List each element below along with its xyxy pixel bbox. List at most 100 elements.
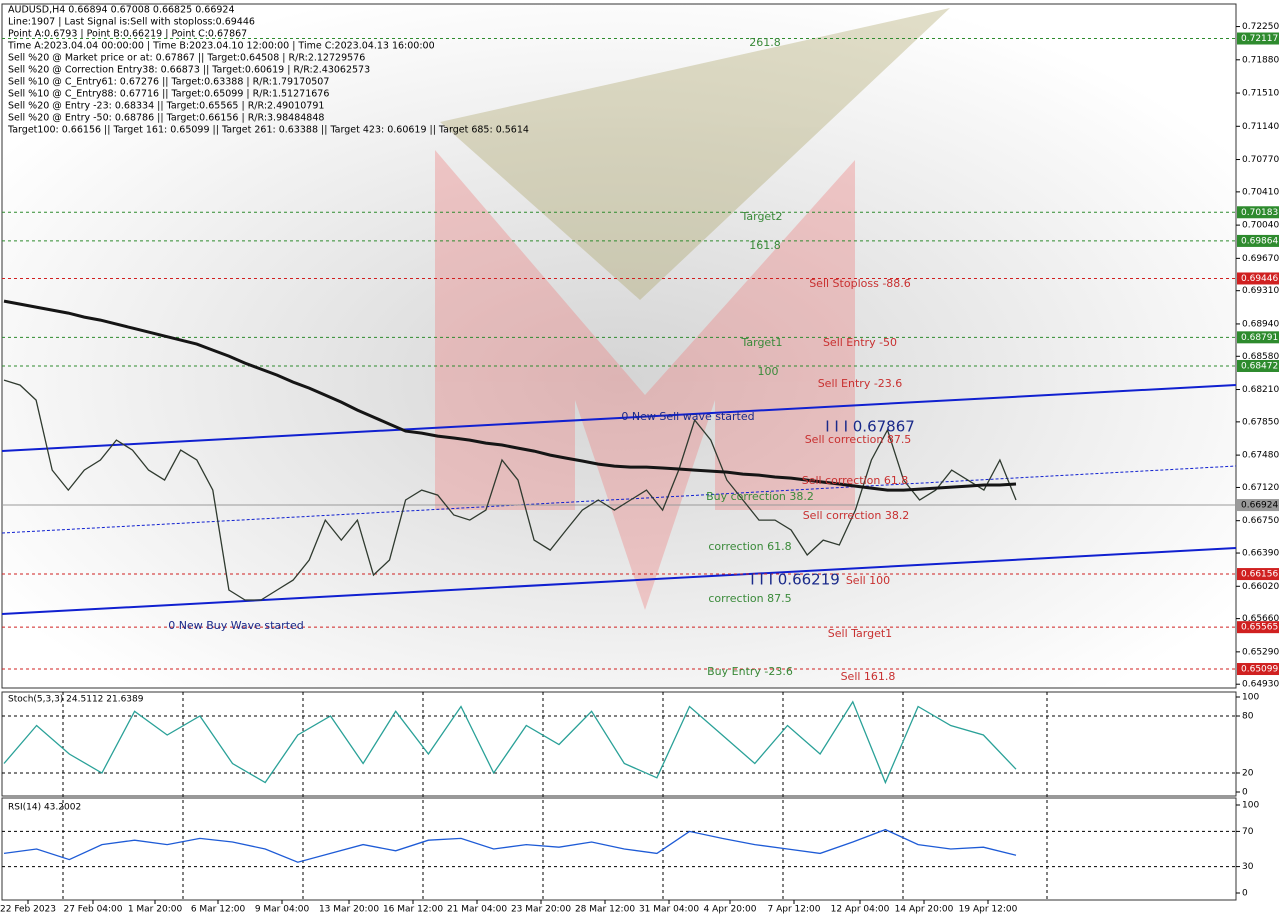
y-tick-label: 0.67120: [1242, 483, 1279, 493]
series-line: [3, 700, 1017, 785]
x-tick-label: 19 Apr 12:00: [959, 905, 1018, 915]
annotation: 0 New Sell wave started: [621, 410, 754, 423]
annotation: 100: [758, 365, 779, 378]
y-tick-label: 0.66750: [1242, 516, 1279, 526]
series-line: [3, 379, 1017, 601]
y-tick-label: 0.71880: [1242, 55, 1279, 65]
y-tick-label: 0.71510: [1242, 89, 1279, 99]
y-tick-label: 0.65290: [1242, 647, 1279, 657]
x-tick-label: 9 Mar 04:00: [255, 905, 310, 915]
x-tick-label: 31 Mar 04:00: [639, 905, 699, 915]
level-label: 0.66924: [1241, 501, 1278, 511]
y-tick-label: 80: [1242, 712, 1254, 722]
info-line: Sell %10 @ C_Entry88: 0.67716 || Target:…: [8, 89, 329, 100]
level-label: 0.68472: [1241, 361, 1278, 371]
stoch-panel: [1, 691, 1237, 797]
annotation: Sell Entry -50: [823, 336, 897, 349]
x-tick-label: 1 Mar 20:00: [128, 905, 183, 915]
y-tick-label: 0.71140: [1242, 122, 1279, 132]
y-tick-label: 0.70770: [1242, 155, 1279, 165]
y-tick-label: 0.67850: [1242, 417, 1279, 427]
session-separators: [62, 692, 1048, 900]
y-tick-label: 30: [1242, 862, 1254, 872]
y-tick-label: 20: [1242, 769, 1254, 779]
y-tick-label: 0.69310: [1242, 286, 1279, 296]
series-line: [3, 299, 1017, 492]
level-label: 0.72117: [1241, 34, 1278, 44]
annotation: Buy Entry -23.6: [707, 665, 793, 678]
annotation: 161.8: [749, 239, 781, 252]
annotation: Sell Target1: [828, 627, 892, 640]
annotation: Sell Entry -23.6: [818, 377, 903, 390]
x-tick-label: 12 Apr 04:00: [831, 905, 890, 915]
level-label: 0.66156: [1241, 570, 1278, 580]
header: AUDUSD,H4 0.66894 0.67008 0.66825 0.6692…: [7, 5, 529, 136]
info-line: Sell %10 @ C_Entry61: 0.67276 || Target:…: [8, 77, 329, 88]
x-tick-label: 7 Apr 12:00: [768, 905, 821, 915]
annotation: correction 61.8: [708, 540, 791, 553]
rsi-panel: [1, 797, 1237, 901]
x-tick-label: 16 Mar 12:00: [383, 905, 443, 915]
level-box: [1237, 234, 1279, 247]
annotation: 261.8: [749, 36, 781, 49]
x-tick-label: 27 Feb 04:00: [63, 905, 122, 915]
watermark: [435, 8, 950, 610]
info-line: Sell %20 @ Entry -50: 0.68786 || Target:…: [8, 113, 324, 124]
channel: [1, 384, 1237, 615]
annotation: Sell correction 38.2: [803, 509, 910, 522]
info-line: Sell %20 @ Entry -23: 0.68334 || Target:…: [8, 101, 324, 112]
level-label: 0.65099: [1241, 665, 1278, 675]
y-tick-label: 0.68210: [1242, 385, 1279, 395]
annotation: Sell 100: [846, 574, 890, 587]
x-tick-label: 22 Feb 2023: [0, 905, 56, 915]
x-tick-label: 6 Mar 12:00: [191, 905, 246, 915]
y-tick-label: 0.68940: [1242, 319, 1279, 329]
x-tick-label: 13 Mar 20:00: [319, 905, 379, 915]
y-tick-label: 0.64930: [1242, 680, 1279, 690]
annotation: Target2: [740, 210, 782, 223]
x-tick-label: 23 Mar 20:00: [511, 905, 571, 915]
y-tick-label: 0.72250: [1242, 22, 1279, 32]
y-tick-label: 100: [1242, 693, 1259, 703]
indicator-title: Stoch(5,3,3) 24.5112 21.6389: [8, 695, 144, 705]
y-tick-label: 0.67480: [1242, 451, 1279, 461]
level-box: [1237, 331, 1279, 344]
y-tick-label: 0.66020: [1242, 582, 1279, 592]
info-line: Point A:0.6793 | Point B:0.66219 | Point…: [8, 29, 247, 40]
level-box: [1237, 568, 1279, 581]
annotation: Sell 161.8: [841, 670, 896, 683]
y-tick-label: 0.66390: [1242, 549, 1279, 559]
level-label: 0.65565: [1241, 623, 1278, 633]
annotation: Sell Stoploss -88.6: [809, 277, 911, 290]
info-line: Sell %20 @ Correction Entry38: 0.66873 |…: [8, 65, 370, 76]
level-box: [1237, 499, 1279, 512]
info-line: AUDUSD,H4 0.66894 0.67008 0.66825 0.6692…: [8, 5, 235, 16]
annotation: correction 87.5: [708, 592, 791, 605]
level-box: [1237, 359, 1279, 372]
annotation: I I I 0.67867: [825, 418, 915, 436]
annotation: I I I 0.66219: [750, 571, 840, 589]
x-tick-label: 4 Apr 20:00: [704, 905, 757, 915]
level-label: 0.69864: [1241, 236, 1278, 246]
y-tick-label: 0.65660: [1242, 614, 1279, 624]
level-box: [1237, 663, 1279, 676]
level-label: 0.69446: [1241, 274, 1278, 284]
level-box: [1237, 206, 1279, 219]
y-tick-label: 0: [1242, 889, 1248, 899]
annotation: Sell correction 61.8: [802, 474, 909, 487]
y-tick-label: 0.68580: [1242, 352, 1279, 362]
y-tick-label: 0.69670: [1242, 254, 1279, 264]
level-label: 0.70183: [1241, 208, 1278, 218]
y-tick-label: 0: [1242, 788, 1248, 798]
annotation: 0 New Buy Wave started: [168, 619, 304, 632]
y-tick-label: 70: [1242, 827, 1254, 837]
level-box: [1237, 32, 1279, 45]
info-line: Line:1907 | Last Signal is:Sell with sto…: [8, 17, 255, 28]
annotation: Sell correction 87.5: [805, 433, 912, 446]
info-line: Time A:2023.04.04 00:00:00 | Time B:2023…: [7, 41, 435, 52]
level-box: [1237, 621, 1279, 634]
x-tick-label: 21 Mar 04:00: [447, 905, 507, 915]
series-line: [3, 828, 1017, 863]
